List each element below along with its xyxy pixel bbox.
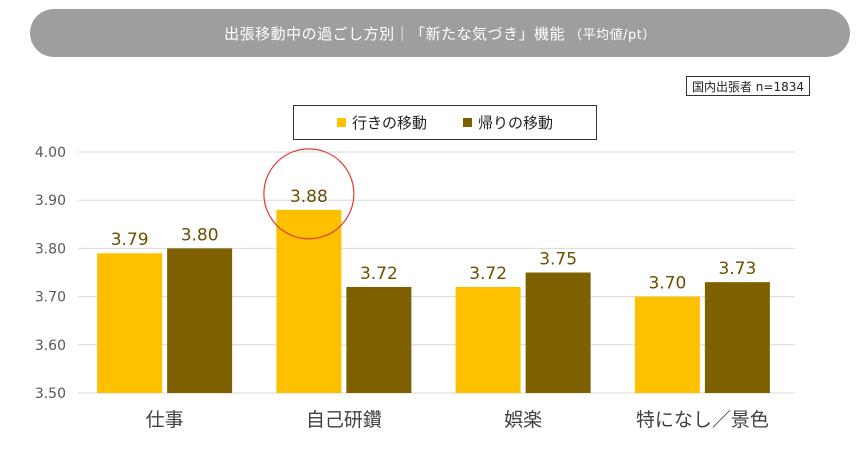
legend-item-return: 帰りの移動	[463, 112, 553, 133]
data-label: 3.70	[648, 274, 686, 294]
highlight-circle	[263, 148, 355, 240]
category-label: 娯楽	[504, 409, 542, 431]
category-label: 自己研鑽	[306, 409, 382, 431]
bar	[455, 286, 521, 393]
data-label: 3.80	[181, 225, 219, 245]
bar	[167, 248, 233, 393]
category-label: 仕事	[146, 409, 184, 431]
sample-size-note: 国内出張者 n=1834	[686, 76, 810, 96]
y-tick-label: 4.00	[35, 145, 66, 161]
bar	[525, 272, 591, 393]
bar	[276, 209, 342, 393]
y-tick-label: 3.90	[35, 193, 66, 209]
chart-legend: 行きの移動 帰りの移動	[293, 105, 597, 140]
legend-swatch-outbound	[336, 118, 346, 127]
chart-title-bar: 出張移動中の過ごし方別｜「新たな気づき」機能 （平均値/pt）	[30, 9, 850, 57]
legend-item-outbound: 行きの移動	[336, 112, 427, 133]
bar	[704, 282, 770, 393]
data-label: 3.88	[290, 187, 328, 207]
data-label: 3.79	[111, 230, 149, 250]
chart-title: 出張移動中の過ごし方別｜「新たな気づき」機能	[224, 24, 566, 43]
y-tick-label: 3.60	[35, 338, 66, 354]
category-label: 特になし／景色	[636, 409, 769, 431]
bar	[634, 296, 700, 393]
bar	[346, 286, 412, 393]
data-label: 3.72	[469, 264, 507, 284]
data-label: 3.73	[718, 259, 756, 279]
legend-label-outbound: 行きの移動	[351, 114, 427, 132]
y-tick-label: 3.50	[35, 386, 66, 402]
data-label: 3.72	[360, 264, 398, 284]
y-tick-label: 3.70	[35, 290, 66, 306]
chart-subtitle: （平均値/pt）	[569, 27, 656, 43]
bar	[97, 253, 163, 393]
y-tick-label: 3.80	[35, 241, 66, 257]
legend-swatch-return	[463, 118, 472, 127]
data-label: 3.75	[539, 250, 577, 270]
legend-label-return: 帰りの移動	[478, 114, 554, 132]
